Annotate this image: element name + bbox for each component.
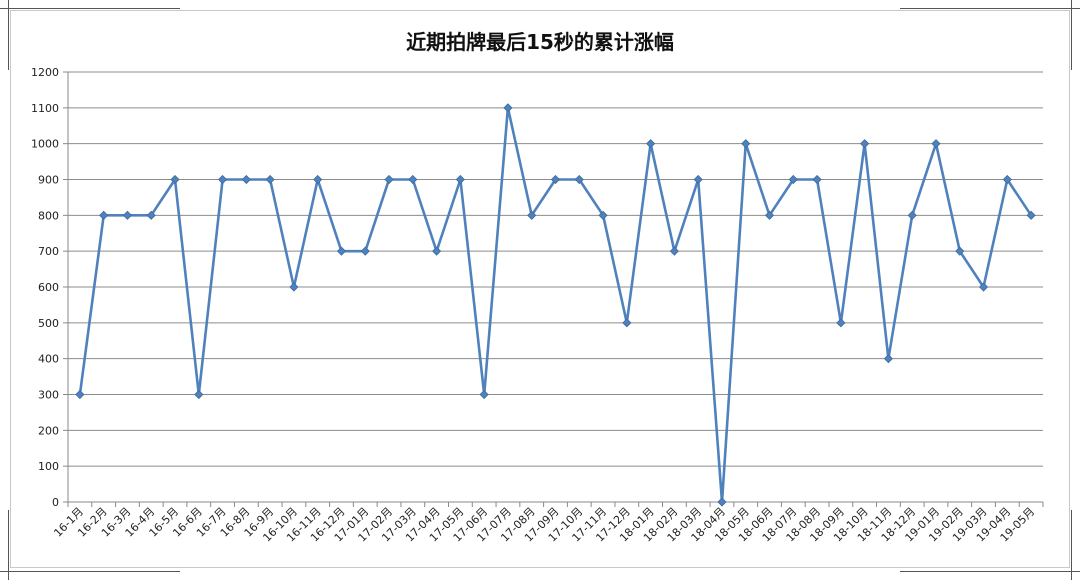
data-point [479, 389, 489, 400]
data-point [336, 246, 347, 256]
data-point [503, 103, 513, 113]
y-tick-label: 300 [38, 389, 59, 402]
y-tick-label: 700 [38, 245, 59, 258]
data-point [574, 174, 584, 185]
data-point [75, 389, 85, 400]
y-tick-label: 500 [38, 317, 59, 330]
data-point [265, 174, 275, 185]
data-point [812, 174, 822, 185]
frame-corner-top-right-v [1071, 0, 1072, 70]
y-tick-label: 800 [38, 209, 59, 222]
frame-corner-bottom-right [900, 571, 1080, 572]
series-line [78, 106, 1033, 504]
data-point [598, 210, 608, 220]
y-tick-label: 200 [38, 424, 59, 437]
data-point [717, 497, 727, 507]
y-tick-label: 400 [38, 353, 59, 366]
data-point [836, 318, 846, 328]
data-point [408, 174, 418, 185]
data-point [360, 246, 370, 256]
y-tick-label: 100 [38, 460, 59, 473]
frame-corner-top-left [0, 8, 180, 9]
data-point [313, 174, 323, 185]
data-point [646, 139, 656, 149]
data-point [455, 174, 465, 185]
data-point [218, 174, 228, 185]
data-point [955, 246, 965, 256]
data-point [860, 139, 870, 149]
data-point [527, 210, 537, 220]
data-point [1026, 210, 1036, 220]
y-tick-label: 600 [38, 281, 59, 294]
data-point [289, 282, 299, 292]
data-point [622, 318, 632, 328]
data-point [883, 354, 893, 364]
chart-title: 近期拍牌最后15秒的累计涨幅 [406, 30, 674, 54]
data-point [978, 282, 989, 292]
data-point [741, 139, 751, 149]
data-point [764, 210, 775, 220]
data-point [122, 210, 133, 220]
data-point [788, 174, 798, 185]
data-point [550, 174, 561, 185]
data-point [1002, 174, 1012, 185]
y-tick-label: 1100 [31, 102, 59, 115]
frame-corner-top-right [900, 8, 1080, 9]
data-point [693, 174, 703, 185]
frame-corner-bottom-right-v [1071, 510, 1072, 580]
y-tick-label: 1200 [31, 66, 59, 79]
data-point [194, 389, 204, 400]
frame-corner-bottom-left-v [8, 510, 9, 580]
frame-corner-bottom-left [0, 571, 180, 572]
frame-corner-top-left-v [8, 0, 9, 70]
data-point [99, 210, 109, 220]
data-point [432, 246, 442, 256]
data-point [931, 139, 941, 149]
data-point [384, 174, 394, 185]
data-point [241, 174, 251, 185]
data-point [669, 246, 679, 256]
y-tick-label: 1000 [31, 138, 59, 151]
data-point [907, 210, 917, 220]
data-point [146, 210, 156, 220]
data-point [170, 174, 180, 185]
y-tick-label: 900 [38, 174, 59, 187]
y-tick-label: 0 [52, 496, 59, 509]
